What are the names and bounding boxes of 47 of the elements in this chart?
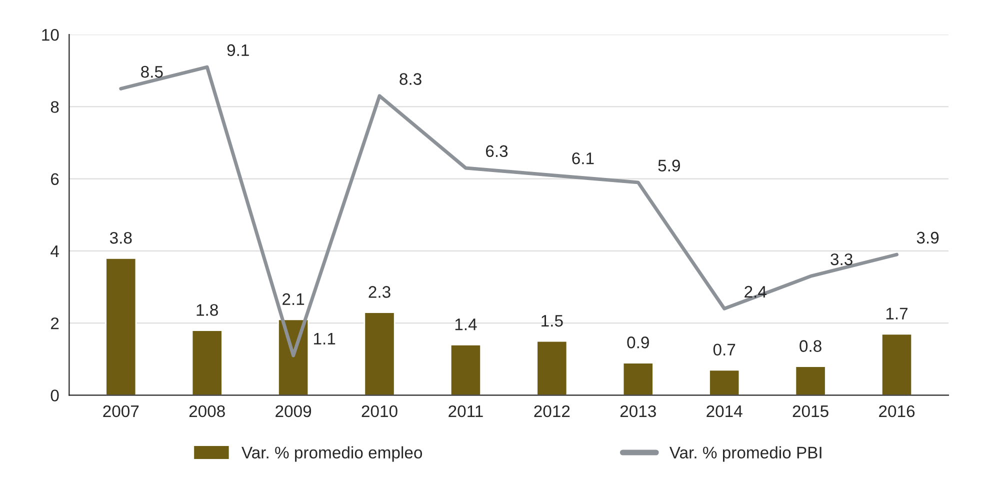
bar — [364, 312, 396, 396]
bar — [105, 257, 137, 396]
data-label: 1.1 — [314, 332, 336, 344]
bar — [450, 344, 482, 396]
x-tick-label: 2007 — [103, 405, 139, 418]
data-label: 5.9 — [658, 160, 680, 172]
x-tick-label: 2015 — [792, 405, 828, 418]
data-label: 6.1 — [572, 152, 594, 164]
y-tick-label: 6 — [51, 173, 59, 186]
data-label: 1.8 — [196, 304, 218, 316]
data-label: 0.9 — [627, 336, 649, 348]
x-tick-label: 2011 — [448, 405, 483, 418]
bar — [708, 369, 740, 396]
x-tick-label: 2016 — [879, 405, 915, 418]
data-label: 0.7 — [713, 344, 736, 356]
bar — [191, 330, 223, 396]
x-tick-label: 2010 — [362, 405, 398, 418]
data-label: 8.5 — [141, 66, 163, 78]
data-label: 9.1 — [227, 44, 249, 56]
x-tick-label: 2008 — [189, 405, 225, 418]
data-label: 3.3 — [830, 253, 852, 266]
data-label: 2.4 — [744, 286, 766, 298]
data-label: 1.4 — [455, 318, 477, 330]
y-tick-label: 0 — [50, 390, 59, 402]
bar — [536, 340, 568, 396]
data-label: 2.1 — [282, 293, 304, 305]
bar — [622, 362, 654, 396]
legend-label: Var. % promedio empleo — [242, 446, 422, 462]
x-tick-label: 2009 — [276, 405, 312, 418]
data-label: 1.5 — [542, 315, 563, 327]
data-label: 8.3 — [400, 73, 422, 85]
legend-label: Var. % promedio PBI — [669, 446, 822, 462]
bar — [880, 333, 913, 396]
data-label: 3.8 — [110, 232, 132, 244]
y-tick-label: 8 — [50, 101, 59, 113]
data-label: 2.3 — [368, 286, 390, 298]
bar — [794, 366, 826, 396]
y-tick-label: 4 — [50, 246, 59, 257]
y-tick-label: 10 — [42, 28, 59, 41]
x-tick-label: 2012 — [534, 405, 570, 418]
x-tick-label: 2014 — [706, 405, 742, 418]
x-tick-label: 2013 — [620, 405, 656, 418]
data-label: 1.7 — [886, 308, 908, 320]
data-label: 0.8 — [800, 340, 822, 352]
data-label: 3.9 — [916, 232, 939, 244]
data-label: 6.3 — [486, 145, 508, 158]
y-tick-label: 2 — [51, 317, 59, 330]
